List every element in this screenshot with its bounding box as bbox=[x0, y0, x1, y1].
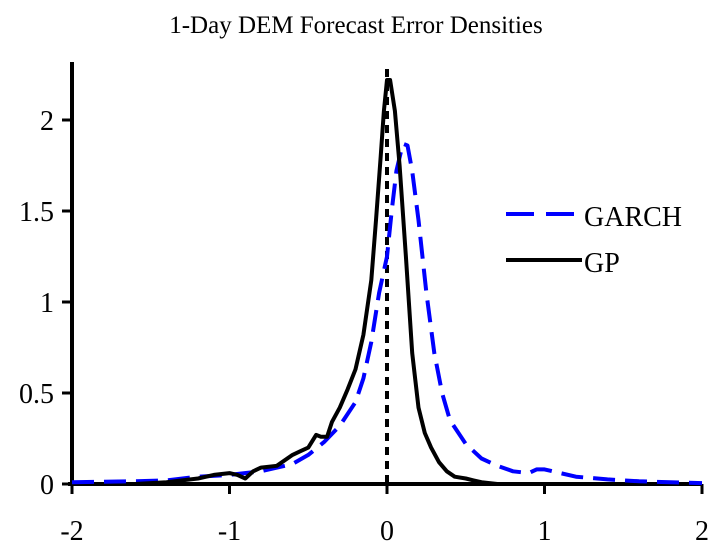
y-tick-label: 1.5 bbox=[19, 197, 54, 228]
y-tick-label: 2 bbox=[40, 106, 54, 137]
y-tick-label: 0.5 bbox=[19, 379, 54, 410]
x-tick-label: 1 bbox=[538, 516, 552, 547]
x-tick-label: 2 bbox=[695, 516, 709, 547]
y-tick-label: 0 bbox=[40, 470, 54, 501]
x-tick-label: -1 bbox=[218, 516, 241, 547]
y-tick-label: 1 bbox=[40, 288, 54, 319]
series-line-gp bbox=[134, 78, 545, 486]
chart-title: 1-Day DEM Forecast Error Densities bbox=[169, 12, 543, 39]
x-tick-label: 0 bbox=[380, 516, 394, 547]
legend-label-garch: GARCH bbox=[584, 202, 682, 233]
series-line-garch bbox=[71, 141, 703, 486]
x-tick-label: -2 bbox=[60, 516, 83, 547]
legend-label-gp: GP bbox=[584, 248, 620, 279]
